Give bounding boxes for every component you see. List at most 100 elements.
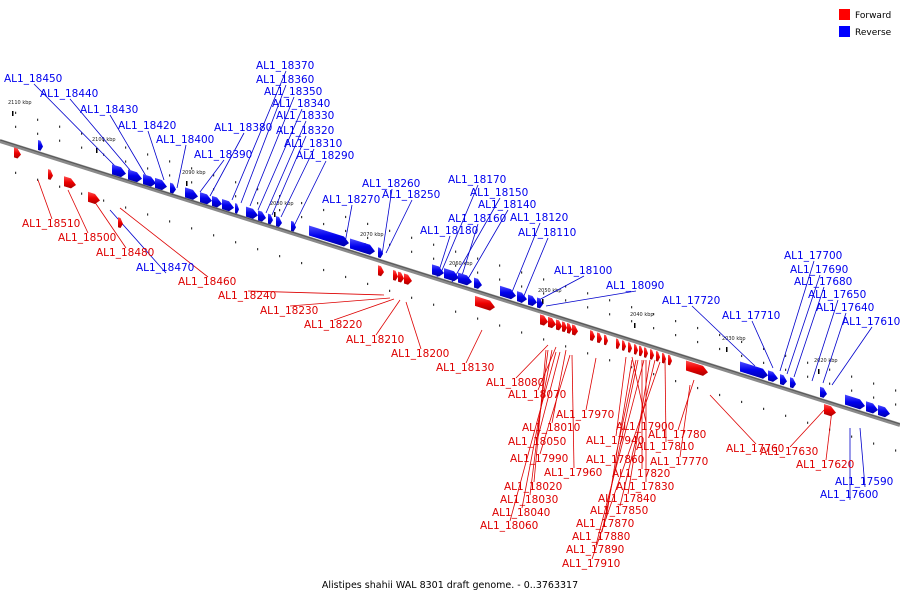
track-dot [807,375,809,378]
track-dot [565,299,567,302]
track-dot [169,174,171,177]
track-dot [719,393,721,397]
forward-gene-arrow [824,404,836,417]
track-dot [807,421,809,424]
forward-leader-line [515,344,549,379]
forward-gene-label: AL1_17970 [556,409,614,421]
reverse-gene-arrow [528,294,537,307]
track-dot [631,306,633,309]
reverse-gene-label: AL1_17590 [835,476,893,488]
reverse-leader-line [385,199,413,254]
reverse-gene-label: AL1_18400 [156,134,214,146]
forward-gene-label: AL1_18510 [22,218,80,230]
reverse-gene-arrow [444,268,459,282]
kbp-tick-label: 2070 kbp [360,232,384,238]
reverse-gene-label: AL1_17600 [820,489,878,501]
forward-leader-line [591,361,661,560]
forward-gene-label: AL1_17880 [572,531,630,543]
track-dot [609,359,611,362]
track-dot [411,296,413,299]
track-dot [345,275,347,279]
forward-gene-arrow [398,271,404,283]
reverse-gene-label: AL1_17710 [722,310,780,322]
forward-gene-label: AL1_18480 [96,247,154,259]
reverse-gene-arrow [258,210,266,222]
reverse-leader-line [249,96,295,207]
forward-gene-label: AL1_17770 [650,456,708,468]
reverse-gene-label: AL1_17720 [662,295,720,307]
track-dot [587,306,589,309]
track-dot [169,220,171,223]
reverse-gene-arrow [780,374,787,386]
forward-gene-label: AL1_17620 [796,459,854,471]
track-dot [147,167,149,170]
forward-leader-line [601,359,639,533]
track-dot [257,248,259,251]
track-dot [675,334,677,337]
reverse-leader-line [271,135,307,216]
reverse-leader-line [176,144,187,189]
forward-gene-arrow [393,270,398,281]
reverse-gene-label: AL1_18180 [420,225,478,237]
forward-gene-label: AL1_17940 [586,435,644,447]
forward-gene-arrow [662,352,666,364]
reverse-gene-arrow [458,272,472,286]
forward-leader-line [537,351,561,438]
forward-gene-label: AL1_18130 [436,362,494,374]
track-dot [741,400,743,404]
track-dots [15,111,897,452]
reverse-gene-label: AL1_18330 [276,110,334,122]
reverse-gene-arrow [235,203,239,214]
forward-gene-arrow [572,324,578,336]
track-dot [719,333,721,337]
reverse-leader-line [109,114,147,177]
forward-leader-line [509,351,557,522]
track-dot [191,227,193,230]
reverse-gene-arrow [309,225,349,247]
track-dot [455,310,457,313]
reverse-gene-label: AL1_18250 [382,189,440,201]
reverse-leader-line [691,305,756,367]
legend-reverse-label: Reverse [855,28,892,38]
forward-leader-line [67,189,89,234]
track-dot [785,368,787,371]
track-dot [477,257,479,260]
track-dot [653,327,655,330]
track-dot [81,146,83,149]
reverse-gene-label: AL1_18150 [470,187,528,199]
track-dot [565,345,567,348]
reverse-gene-label: AL1_17610 [842,316,900,328]
forward-gene-label: AL1_17990 [510,453,568,465]
forward-gene-arrow [540,314,548,326]
tick-mark [12,111,14,116]
track-dot [763,407,765,410]
forward-leader-line [709,394,757,445]
track-dot [433,257,435,260]
track-dot [543,292,545,295]
reverse-gene-arrow [246,206,258,219]
forward-leader-line [825,409,833,461]
forward-leader-line [585,357,597,411]
track-dot [873,442,875,445]
forward-leader-line [405,301,422,350]
track-dot [851,389,853,392]
reverse-leader-line [793,286,825,378]
reverse-leader-line [291,160,327,231]
forward-leader-line [595,359,645,546]
track-dot [301,215,303,219]
forward-leader-line [521,349,553,509]
forward-gene-arrow [650,349,654,360]
track-dot [521,331,523,334]
track-dot [433,243,435,246]
reverse-leader-line [779,260,815,372]
reverse-leader-line [536,275,585,302]
track-dot [851,375,853,378]
kbp-tick-label: 2020 kbp [814,358,838,364]
kbp-tick-label: 2080 kbp [270,201,294,207]
track-dot [499,324,501,327]
forward-leader-line [89,194,127,249]
track-dot [15,111,17,114]
forward-gene-arrow [556,319,562,331]
reverse-gene-arrow [143,174,156,187]
